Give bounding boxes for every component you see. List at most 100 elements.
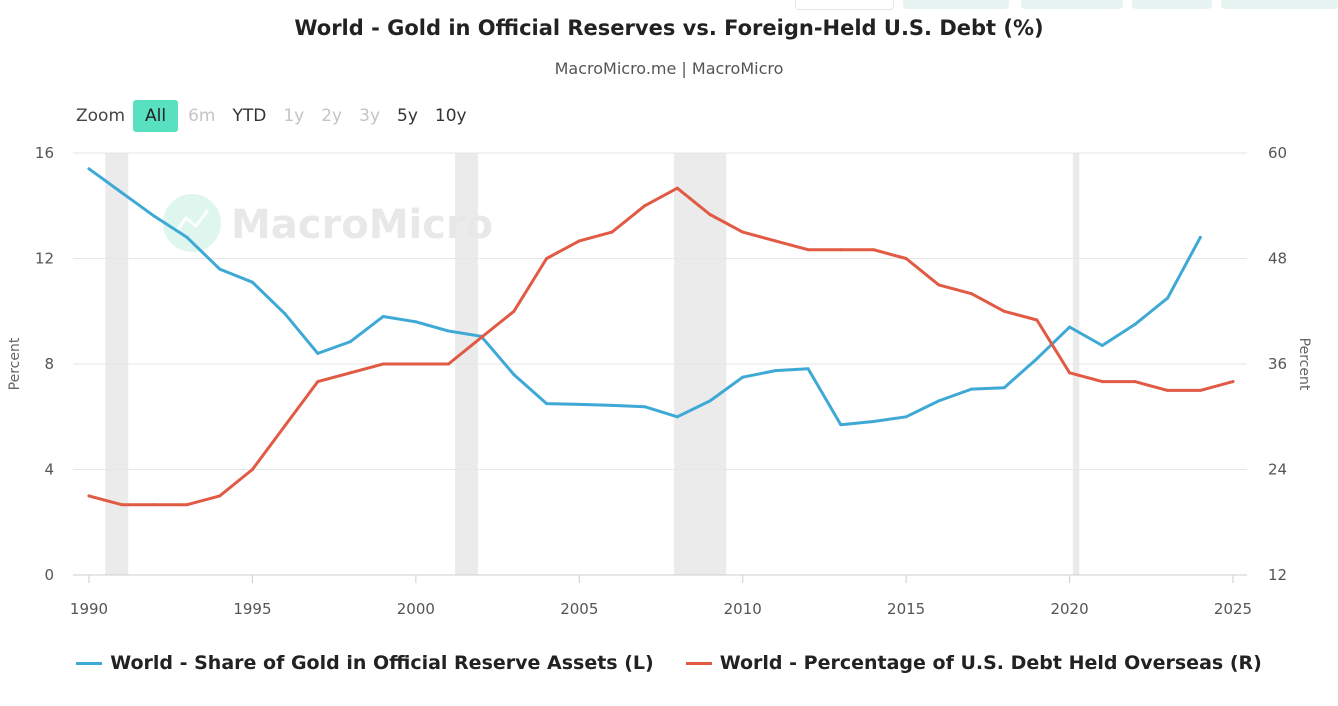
zoom-button-ytd[interactable]: YTD	[232, 106, 267, 126]
data-point-debt	[120, 503, 124, 507]
data-point-gold	[87, 167, 91, 171]
zoom-button-2y[interactable]: 2y	[321, 106, 343, 126]
data-point-gold	[381, 315, 385, 319]
data-point-gold	[1002, 386, 1006, 390]
legend-swatch-debt	[685, 661, 712, 665]
data-point-gold	[185, 235, 189, 239]
data-point-gold	[577, 402, 581, 406]
left-tick-label: 16	[35, 144, 54, 162]
data-point-debt	[414, 362, 418, 366]
data-point-gold	[839, 423, 843, 427]
data-point-debt	[545, 257, 549, 260]
data-point-gold	[970, 387, 974, 391]
data-point-debt	[871, 248, 875, 252]
zoom-button-3y[interactable]: 3y	[359, 106, 381, 126]
data-point-gold	[773, 369, 777, 373]
top-tab-3[interactable]	[1021, 0, 1123, 9]
data-point-debt	[512, 309, 516, 313]
x-tick-label: 2020	[1050, 600, 1088, 618]
legend-swatch-gold	[76, 661, 103, 665]
zoom-button-all[interactable]: All	[133, 100, 179, 132]
data-point-debt	[904, 257, 908, 260]
data-point-debt	[1002, 309, 1006, 313]
data-point-debt	[839, 248, 843, 252]
data-point-debt	[348, 371, 352, 375]
top-tab-2[interactable]	[903, 0, 1009, 9]
data-point-gold	[1035, 357, 1039, 361]
data-point-gold	[610, 403, 614, 407]
legend: World - Share of Gold in Official Reserv…	[0, 652, 1338, 674]
right-tick-label: 60	[1268, 144, 1287, 162]
data-point-debt	[1068, 371, 1072, 375]
data-point-debt	[1198, 388, 1202, 392]
data-point-debt	[381, 362, 385, 366]
data-point-debt	[316, 380, 320, 384]
data-point-debt	[1035, 318, 1039, 322]
data-point-debt	[937, 283, 941, 287]
zoom-button-1y[interactable]: 1y	[283, 106, 305, 126]
zoom-label: Zoom	[76, 106, 126, 126]
x-tick-label: 2005	[560, 600, 598, 618]
data-point-gold	[1198, 235, 1202, 239]
data-point-gold	[1100, 344, 1104, 348]
left-tick-label: 0	[44, 566, 54, 584]
data-point-gold	[218, 267, 222, 271]
top-tab-5[interactable]	[1221, 0, 1338, 9]
x-tick-label: 2010	[724, 600, 762, 618]
data-point-gold	[250, 280, 254, 284]
data-point-gold	[904, 415, 908, 419]
data-point-debt	[185, 503, 189, 507]
data-point-gold	[937, 399, 941, 403]
data-point-debt	[773, 239, 777, 243]
data-point-gold	[152, 214, 156, 218]
watermark-logo-mark	[174, 209, 210, 233]
left-tick-label: 12	[35, 250, 54, 268]
x-tick-label: 2000	[397, 600, 435, 618]
data-point-gold	[283, 312, 287, 316]
data-point-debt	[1166, 388, 1170, 392]
x-tick-label: 2025	[1214, 600, 1252, 618]
data-point-debt	[643, 204, 647, 208]
data-point-gold	[414, 320, 418, 324]
data-point-debt	[283, 424, 287, 428]
data-point-debt	[806, 248, 810, 252]
left-tick-label: 8	[44, 355, 54, 373]
data-point-gold	[806, 367, 810, 371]
zoom-button-10y[interactable]: 10y	[434, 106, 467, 126]
data-point-debt	[1100, 380, 1104, 384]
legend-item-debt[interactable]: World - Percentage of U.S. Debt Held Ove…	[685, 652, 1262, 674]
watermark-text: MacroMicro	[231, 202, 493, 248]
x-tick-label: 1995	[233, 600, 271, 618]
data-point-gold	[120, 191, 124, 195]
data-point-debt	[610, 230, 614, 234]
data-point-debt	[741, 230, 745, 234]
chart-subtitle: MacroMicro.me | MacroMicro	[554, 59, 784, 78]
data-point-gold	[643, 405, 647, 409]
data-point-gold	[675, 415, 679, 419]
data-point-debt	[250, 468, 254, 471]
zoom-button-5y[interactable]: 5y	[397, 106, 418, 126]
right-axis-title: Percent	[1296, 338, 1312, 391]
data-point-gold	[1166, 296, 1170, 300]
data-point-debt	[675, 186, 679, 190]
top-tab-4[interactable]	[1132, 0, 1212, 9]
data-point-debt	[447, 362, 451, 366]
right-tick-label: 36	[1268, 355, 1287, 373]
data-point-gold	[512, 373, 516, 377]
data-point-gold	[1133, 322, 1137, 326]
data-point-debt	[970, 292, 974, 296]
zoom-button-6m[interactable]: 6m	[188, 106, 216, 126]
right-tick-label: 12	[1268, 566, 1287, 584]
top-tab-1[interactable]	[795, 0, 894, 10]
data-point-debt	[1231, 380, 1235, 384]
data-point-gold	[316, 351, 320, 355]
data-point-gold	[348, 340, 352, 344]
data-point-debt	[1133, 380, 1137, 384]
legend-item-gold[interactable]: World - Share of Gold in Official Reserv…	[76, 652, 654, 674]
x-tick-label: 2015	[887, 600, 925, 618]
data-point-debt	[479, 336, 483, 340]
left-tick-label: 4	[44, 461, 54, 479]
data-point-gold	[708, 399, 712, 403]
series-line-debt	[87, 186, 1235, 507]
